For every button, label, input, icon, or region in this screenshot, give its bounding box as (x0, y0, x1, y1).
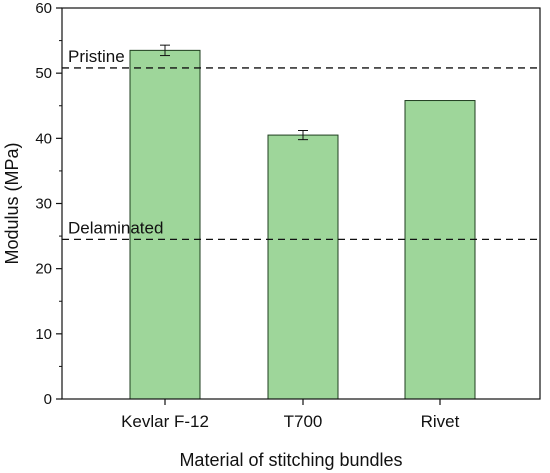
reference-lines-layer: Pristine Delaminated (62, 47, 540, 240)
bar (404, 100, 476, 400)
reference-label: Delaminated (68, 218, 163, 237)
bars-layer (129, 49, 476, 400)
x-tick-label: T700 (284, 412, 323, 431)
y-tick-label: 50 (35, 65, 52, 82)
x-axis-title: Material of stitching bundles (179, 450, 402, 470)
y-tick-label: 40 (35, 130, 52, 147)
y-tick-label: 30 (35, 196, 52, 213)
y-tick-label: 60 (35, 0, 52, 17)
y-tick-label: 20 (35, 261, 52, 278)
y-tick-label: 0 (44, 391, 52, 408)
bar (267, 134, 339, 400)
error-bars-layer (160, 44, 308, 141)
bar (129, 49, 201, 400)
y-tick-label: 10 (35, 326, 52, 343)
reference-label: Pristine (68, 47, 125, 66)
error-bar (160, 44, 170, 57)
axes-layer: 0 10 20 30 40 50 60 Kevlar F-12 T700 Rivet (35, 0, 459, 431)
x-tick-label: Kevlar F-12 (121, 412, 209, 431)
error-bar (298, 130, 308, 141)
y-axis-title: Modulus (MPa) (2, 142, 22, 264)
x-tick-label: Rivet (421, 412, 460, 431)
